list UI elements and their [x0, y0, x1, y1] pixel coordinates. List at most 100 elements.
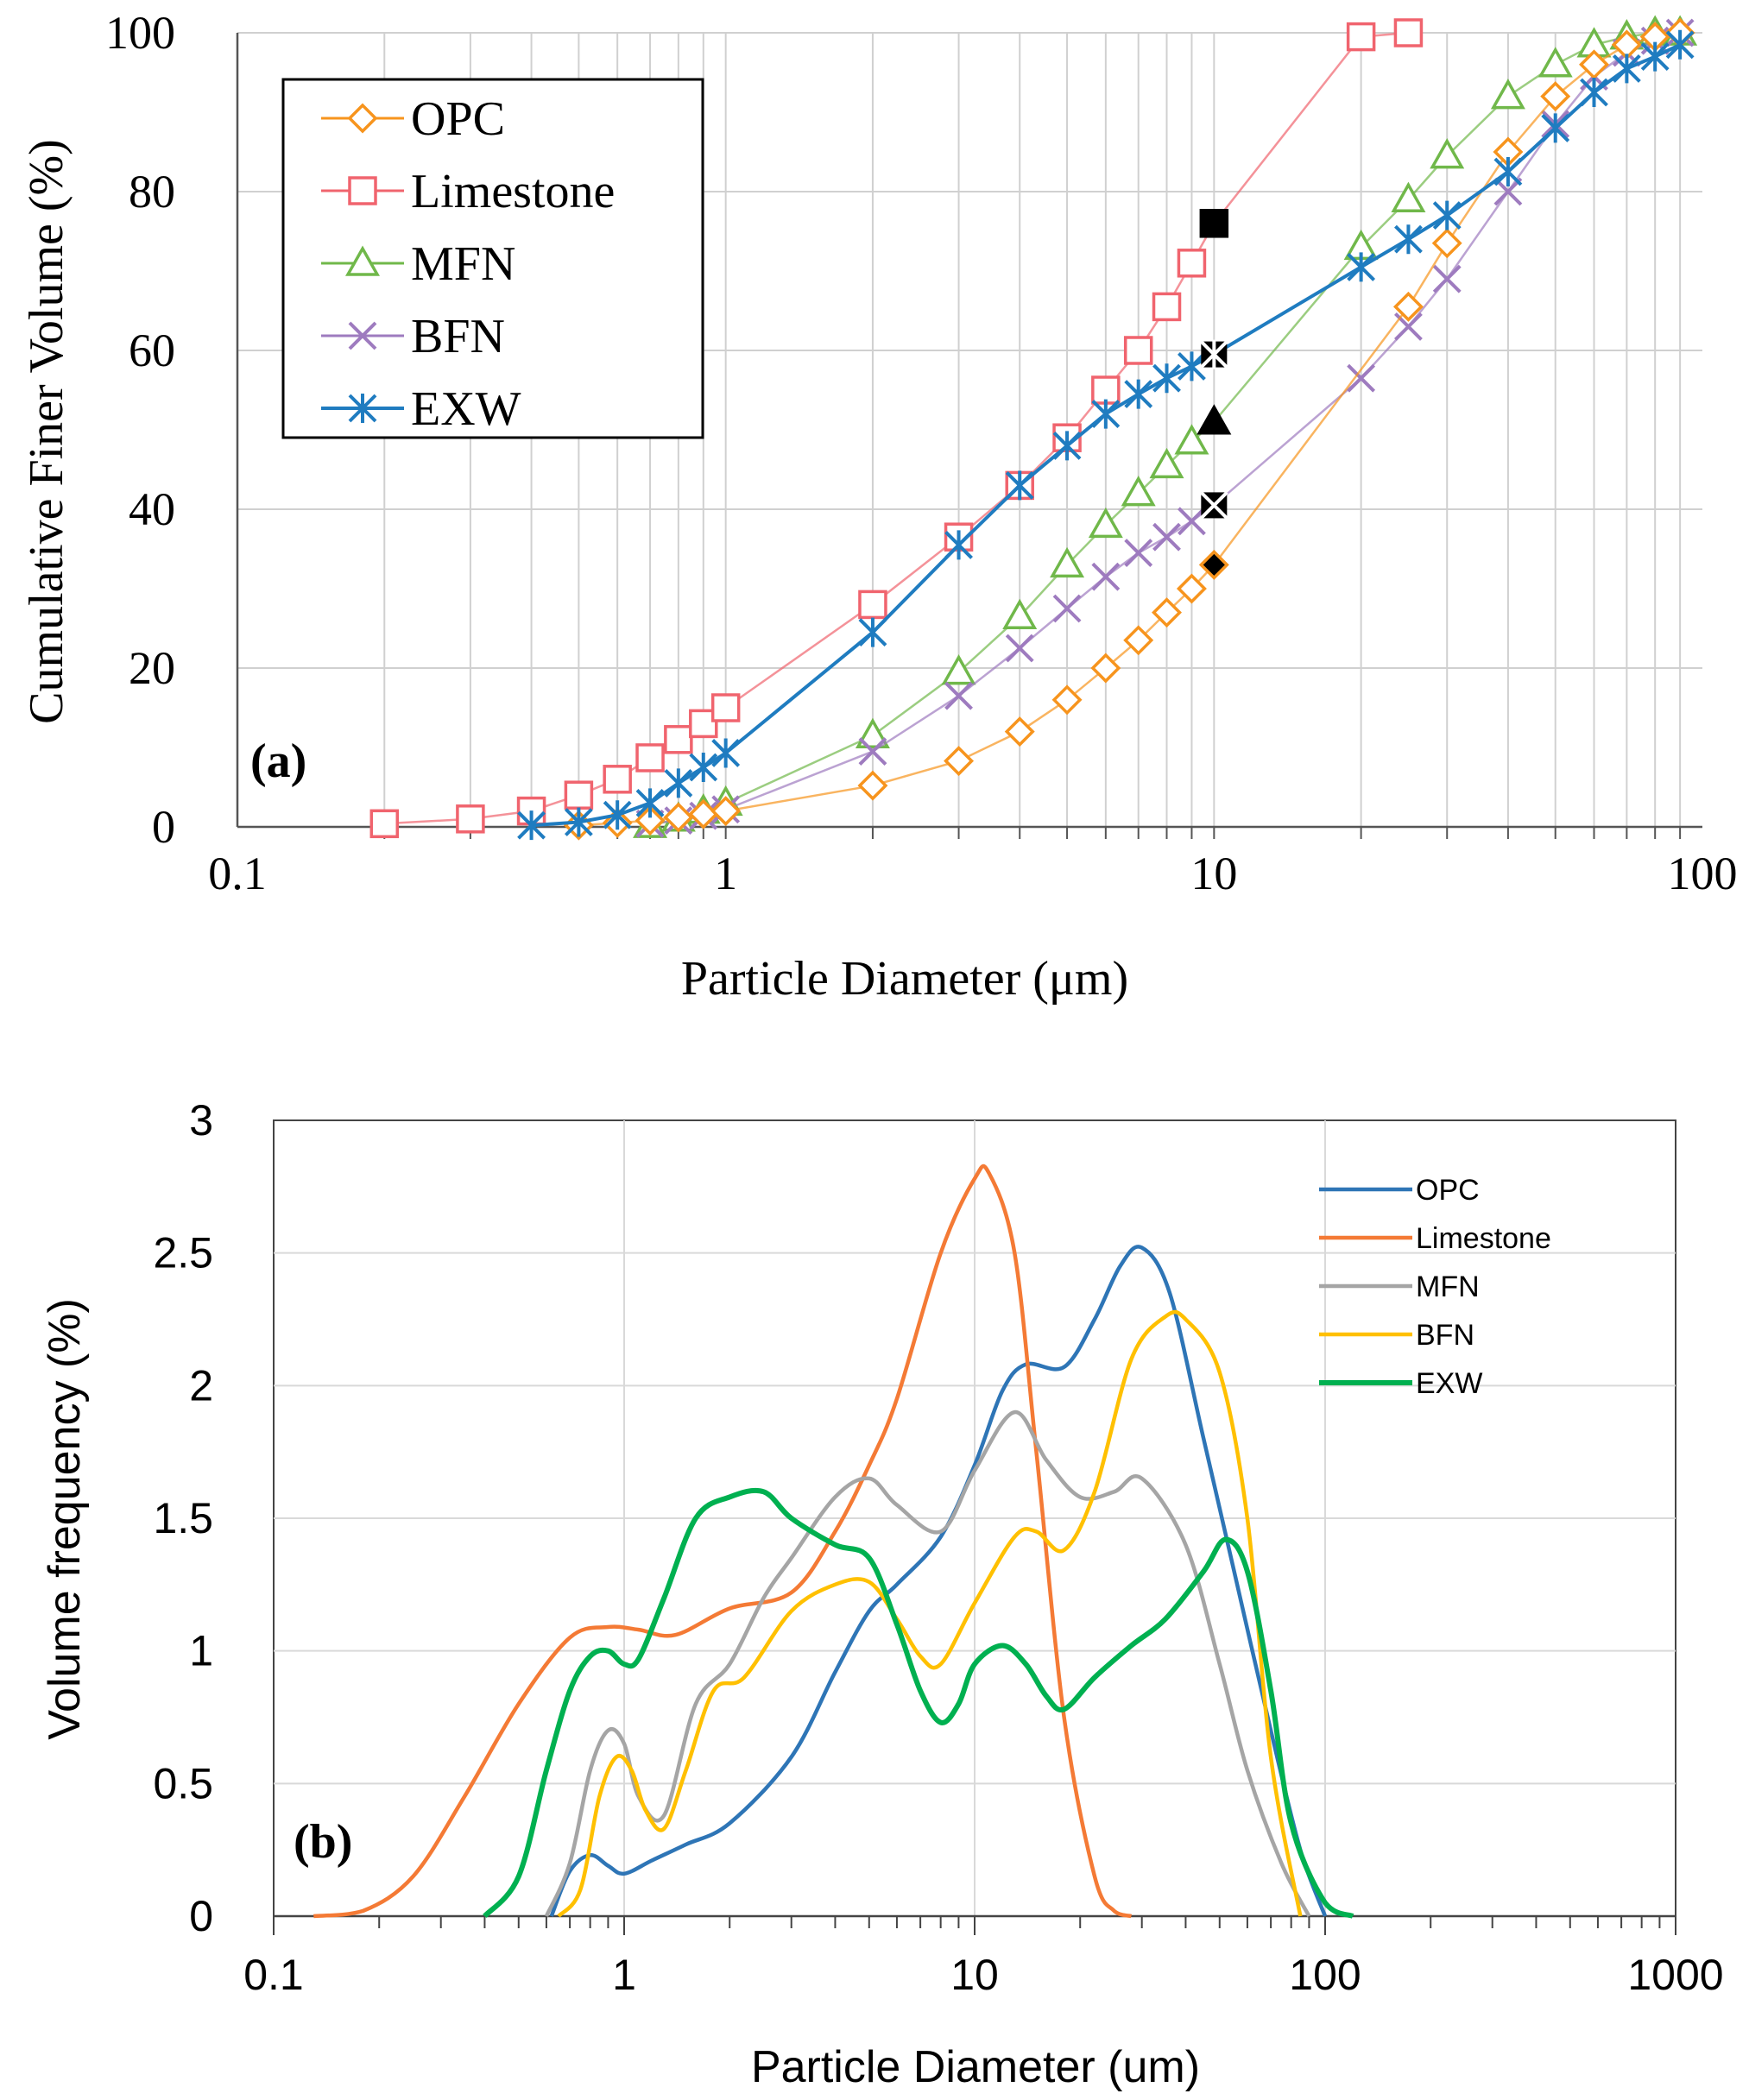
panel-a-point-exw [1152, 363, 1181, 394]
panel-a-point-limestone [456, 804, 485, 834]
panel-a-point-limestone [1199, 209, 1229, 238]
panel-a-label: (a) [250, 735, 306, 788]
panel-a-y-axis-label: Cumulative Finer Volume (%) [20, 139, 73, 724]
panel-a-point-exw-star [603, 800, 632, 830]
panel-a-point-exw [944, 530, 973, 560]
panel-b-legend-label: EXW [1416, 1367, 1482, 1400]
panel-a-legend-label: OPC [411, 92, 505, 146]
panel-b-y-tick-label: 0 [189, 1892, 213, 1940]
panel-a-legend-item-limestone: Limestone [321, 165, 615, 218]
panel-a-point-limestone [710, 693, 741, 722]
panel-a-point-mfn [1088, 507, 1123, 539]
panel-a-point-exw-star [1152, 363, 1181, 394]
panel-a-point-exw [1394, 224, 1423, 255]
panel-b-series [313, 1164, 1354, 1919]
panel-a-y-tick-label: 80 [129, 166, 175, 218]
panel-b-x-tick-label: 10 [950, 1951, 999, 1999]
panel-a-series-exw [517, 29, 1695, 841]
panel-a-point-limestone [858, 590, 887, 620]
panel-a-y-tick-label: 40 [129, 483, 175, 535]
panel-a-point-bfn [944, 681, 973, 710]
panel-a-point-exw-star [564, 807, 593, 837]
panel-b-x-tick-label: 1 [612, 1951, 636, 1999]
panel-a-series [369, 15, 1698, 841]
panel-b-x-tick-label: 1000 [1627, 1951, 1723, 1999]
panel-a-point-exw-star [1432, 200, 1462, 230]
panel-a-point-bfn-cross [1152, 522, 1181, 552]
panel-a-point-bfn-cross [1124, 539, 1153, 568]
panel-a-legend-item-exw: EXW [321, 382, 521, 436]
panel-a-point-exw-star [1580, 78, 1608, 107]
panel-a-point-limestone [369, 809, 400, 839]
panel-a-point-mfn [1174, 424, 1209, 455]
panel-a-point-bfn [1052, 594, 1082, 623]
panel-a-legend-box [281, 78, 704, 439]
panel-b-legend-item-limestone: Limestone [1319, 1222, 1551, 1255]
panel-a-x-tick-label: 0.1 [208, 848, 267, 899]
panel-b-legend-label: OPC [1416, 1174, 1480, 1207]
panel-a-point-exw [635, 788, 665, 818]
panel-a-point-mfn [855, 717, 890, 748]
panel-a-point-exw-star [711, 738, 741, 768]
panel-a-point-exw-star [664, 768, 693, 798]
panel-b-line-limestone [313, 1164, 1133, 1919]
panel-a-point-opc [1198, 549, 1229, 580]
panel-a-point-bfn-cross [1178, 507, 1206, 536]
panel-a-point-limestone [635, 743, 665, 773]
panel-a-point-opc [635, 805, 666, 836]
panel-a-point-exw [664, 768, 693, 798]
panel-a-series-opc [563, 17, 1695, 841]
panel-a-point-exw [1199, 339, 1228, 369]
panel-a-point-exw-star [1493, 157, 1523, 186]
panel-a-point-exw-star [1178, 351, 1206, 382]
panel-b-x-axis-label: Particle Diameter (um) [751, 2042, 1200, 2092]
panel-a-x-tick-label: 1 [714, 848, 737, 899]
panel-a-point-exw-star [689, 753, 718, 782]
panel-a-legend-marker [348, 394, 377, 423]
panel-a-point-exw-star [1347, 252, 1376, 282]
panel-b-axes [273, 1914, 1676, 1935]
panel-a-point-exw [711, 738, 741, 768]
panel-a-cumulative-chart: 0.1 1 10 100 0 20 40 60 80 100 Particle Diameter … [20, 7, 1738, 1006]
panel-a-point-exw [1178, 351, 1206, 382]
panel-a-point-opc [1431, 228, 1462, 259]
panel-b-legend-item-bfn: BFN [1319, 1319, 1474, 1352]
panel-a-point-opc [1090, 653, 1121, 684]
panel-a-point-exw-star [1091, 399, 1121, 429]
panel-a-point-bfn-cross [1347, 363, 1376, 393]
panel-a-point-exw [517, 810, 546, 841]
panel-b-legend-label: Limestone [1416, 1222, 1551, 1255]
panel-a-point-exw [1091, 399, 1121, 429]
panel-a-x-tick-label: 100 [1668, 848, 1738, 899]
panel-a-point-exw-star [1665, 29, 1695, 60]
panel-b-line-bfn [557, 1309, 1303, 1918]
panel-a-point-opc [1152, 597, 1182, 628]
panel-a-point-exw-star [944, 530, 973, 560]
panel-a-point-exw [564, 807, 593, 837]
panel-b-legend-label: MFN [1416, 1271, 1480, 1303]
panel-a-legend: OPC Limestone MFN BFN EXW [281, 78, 704, 439]
panel-a-point-opc [1579, 49, 1609, 80]
panel-a-point-mfn [1197, 404, 1232, 435]
panel-a-point-exw-star [1640, 41, 1670, 72]
panel-a-point-opc [1051, 684, 1083, 716]
panel-a-point-exw [1541, 113, 1570, 143]
panel-a-point-opc [1176, 573, 1207, 604]
panel-b-y-tick-label: 3 [189, 1096, 213, 1145]
panel-a-point-bfn-cross [944, 681, 973, 710]
panel-b-legend-item-opc: OPC [1319, 1174, 1480, 1207]
panel-a-point-bfn [1124, 539, 1153, 568]
panel-b-legend-label: BFN [1416, 1319, 1474, 1352]
panel-a-point-exw-star [1612, 54, 1641, 84]
panel-a-legend-marker-star [348, 394, 377, 423]
panel-a-point-mfn [1149, 447, 1184, 479]
panel-a-point-bfn [1199, 490, 1228, 520]
panel-a-point-exw [1580, 78, 1608, 107]
panel-a-point-bfn [1178, 507, 1206, 536]
panel-a-point-bfn [1005, 634, 1034, 663]
panel-a-line-bfn [649, 31, 1681, 825]
panel-a-x-axis-label: Particle Diameter (μm) [681, 952, 1128, 1006]
panel-a-line-mfn [649, 31, 1681, 827]
panel-a-point-exw [1005, 470, 1034, 501]
